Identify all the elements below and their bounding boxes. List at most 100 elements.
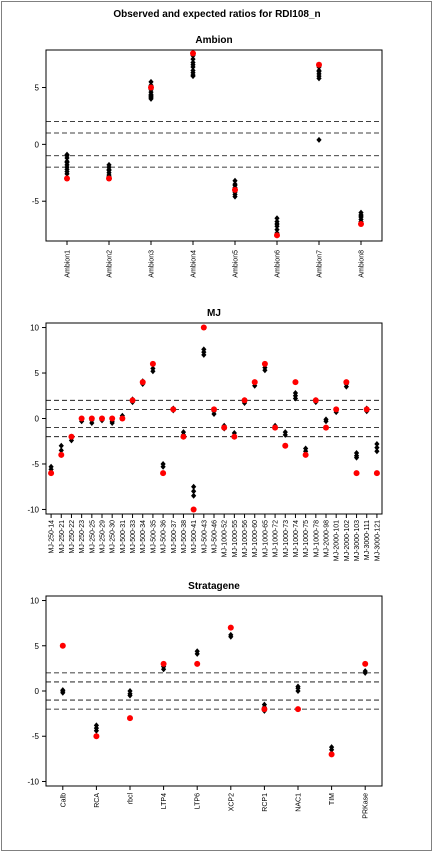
x-tick-label: MJ-3000-121	[374, 520, 381, 561]
y-tick-label: 10	[30, 597, 39, 606]
observed-point	[109, 420, 115, 427]
expected-point	[109, 415, 116, 422]
expected-point	[363, 406, 370, 413]
x-tick-label: Ambion1	[65, 250, 72, 278]
expected-point	[312, 397, 319, 404]
x-tick-label: MJ-1000-55	[232, 520, 239, 557]
x-tick-label: Ambion7	[317, 250, 324, 278]
x-tick-label: MJ-1000-52	[222, 520, 229, 557]
x-tick-label: MJ-250-29	[100, 520, 107, 554]
observed-point	[374, 440, 380, 447]
y-tick-label: 0	[35, 140, 40, 149]
expected-point	[48, 470, 55, 477]
x-tick-label: MJ-1000-56	[242, 520, 249, 557]
expected-point	[119, 415, 126, 422]
chart-title: Stratagene	[188, 581, 240, 592]
y-tick-label: 5	[35, 369, 40, 378]
x-tick-label: MJ-1000-72	[273, 520, 280, 557]
figure-title: Observed and expected ratios for RDI108_…	[113, 9, 321, 20]
expected-point	[64, 175, 70, 182]
x-tick-label: MJ-250-22	[69, 520, 76, 554]
x-tick-label: MJ-3000-103	[354, 520, 361, 561]
x-tick-label: PRKase	[363, 793, 370, 819]
observed-point	[262, 364, 268, 371]
x-tick-label: MJ-1000-74	[293, 520, 300, 557]
observed-point	[58, 442, 64, 449]
expected-point	[343, 379, 350, 386]
x-tick-label: Ambion3	[149, 250, 156, 278]
plot-area	[45, 49, 383, 242]
x-tick-label: MJ-250-25	[89, 520, 96, 554]
y-tick-label: -10	[27, 505, 39, 514]
expected-point	[241, 397, 248, 404]
y-tick-label: -5	[32, 732, 40, 741]
expected-point	[221, 424, 228, 431]
observed-point	[191, 483, 197, 490]
observed-point	[58, 447, 64, 454]
expected-point	[170, 406, 177, 413]
observed-point	[190, 72, 196, 79]
x-tick-label: MJ-1000-73	[283, 520, 290, 557]
observed-point	[127, 692, 133, 699]
x-tick-label: RCA	[94, 793, 101, 808]
expected-point	[148, 84, 154, 91]
observed-point	[190, 59, 196, 66]
x-tick-label: TIM	[329, 793, 336, 805]
chart-panel-0: Ambion -5 0 5 Ambion1 Ambion2 Ambion3 Ambion4 Am…	[32, 35, 383, 278]
expected-point	[316, 61, 322, 68]
observed-point	[316, 136, 322, 143]
observed-point	[191, 488, 197, 495]
observed-point	[358, 212, 364, 219]
x-tick-label: Calb	[60, 793, 67, 808]
y-tick-label: 10	[30, 324, 39, 333]
expected-point	[328, 751, 335, 758]
observed-point	[93, 727, 99, 734]
observed-point	[228, 631, 234, 638]
x-tick-label: MJ-250-23	[79, 520, 86, 554]
x-tick-label: Ambion4	[191, 250, 198, 278]
expected-point	[129, 397, 136, 404]
expected-point	[127, 715, 133, 722]
observed-point	[316, 68, 322, 75]
observed-point	[190, 56, 196, 63]
observed-point	[274, 220, 280, 227]
observed-point	[194, 648, 200, 655]
expected-point	[231, 433, 238, 440]
observed-point	[106, 166, 112, 173]
expected-point	[160, 660, 167, 667]
observed-point	[374, 444, 380, 451]
observed-point	[160, 463, 166, 470]
expected-point	[272, 424, 279, 431]
observed-point	[191, 492, 197, 499]
observed-point	[292, 390, 299, 397]
x-tick-label: MJ-2000-101	[334, 520, 341, 561]
x-tick-label: LTP6	[195, 793, 202, 809]
x-tick-label: MJ-500-33	[130, 520, 137, 554]
x-tick-label: MJ-500-41	[191, 520, 198, 554]
expected-point	[78, 415, 85, 422]
expected-point	[358, 220, 364, 227]
x-tick-label: MJ-250-30	[110, 520, 117, 554]
expected-point	[149, 360, 156, 367]
observed-point	[232, 177, 238, 184]
y-tick-label: 0	[35, 687, 40, 696]
chart-title: MJ	[207, 308, 221, 319]
expected-point	[292, 379, 299, 386]
observed-point	[68, 437, 75, 444]
y-tick-label: 5	[35, 84, 40, 93]
observed-point	[201, 346, 207, 353]
observed-point	[60, 687, 66, 694]
x-tick-label: MJ-1000-75	[303, 520, 310, 557]
x-tick-label: MJ-500-31	[120, 520, 127, 554]
expected-point	[106, 175, 112, 182]
expected-point	[282, 442, 289, 449]
expected-point	[190, 50, 196, 57]
expected-point	[93, 733, 100, 740]
x-tick-label: Ambion8	[359, 250, 366, 278]
expected-point	[362, 660, 369, 667]
x-tick-label: MJ-1000-60	[252, 520, 259, 557]
x-tick-label: MJ-2000-102	[344, 520, 351, 561]
y-tick-label: -5	[32, 460, 40, 469]
x-tick-label: MJ-500-35	[150, 520, 157, 554]
